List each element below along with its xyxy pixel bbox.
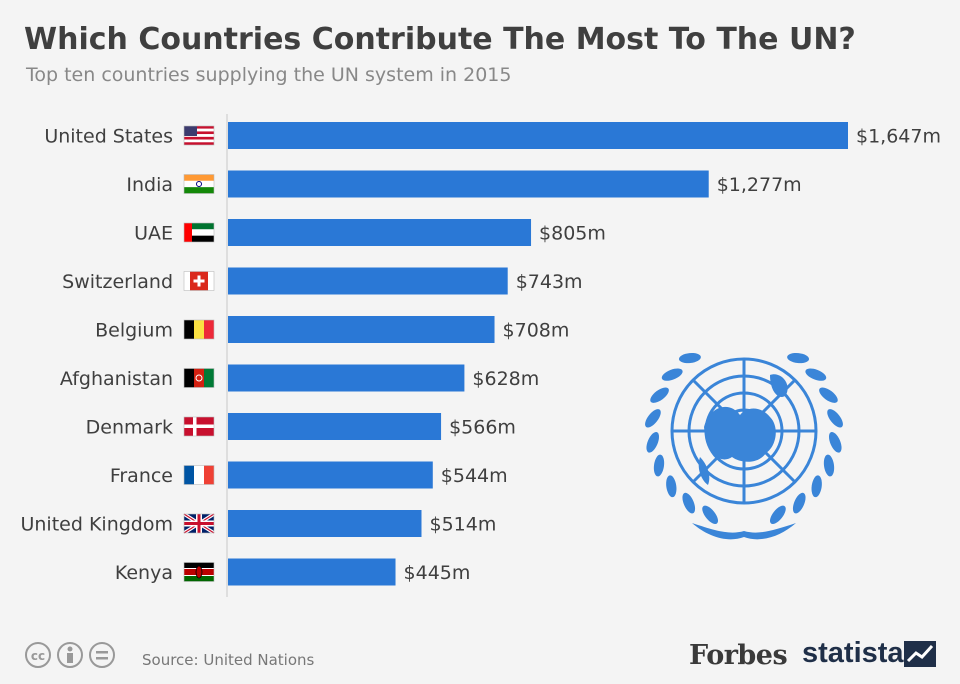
category-label: Belgium: [95, 320, 173, 342]
bar-row: India $1,277m: [126, 170, 802, 198]
bar-row: Afghanistan $628m: [60, 364, 539, 392]
bar-row: United Kingdom $514m: [20, 510, 496, 537]
flag-af-icon: [183, 368, 215, 388]
category-label: UAE: [134, 223, 173, 245]
bar: [228, 170, 709, 198]
cc-icon: cc: [25, 642, 51, 668]
category-label: India: [126, 174, 173, 196]
source-note: Source: United Nations: [142, 651, 315, 669]
flag-us-icon: [183, 125, 215, 146]
bar: [228, 267, 508, 295]
bar-row: Denmark $566m: [86, 413, 516, 440]
license-icons: cc: [25, 642, 115, 668]
category-label: France: [110, 465, 173, 487]
value-label: $708m: [503, 320, 570, 342]
bar-row: United States $1,647m: [44, 122, 941, 149]
flag-ch-icon: [183, 271, 215, 291]
forbes-logo: Forbes: [689, 640, 788, 671]
bar-row: UAE $805m: [134, 219, 606, 246]
bar: [228, 510, 422, 537]
bar-row: Kenya $445m: [115, 558, 471, 586]
flag-be-icon: [183, 319, 215, 340]
value-label: $514m: [429, 514, 496, 536]
value-label: $1,277m: [717, 174, 802, 196]
statista-logo: statista: [802, 637, 904, 669]
bar-chart: United States $1,647m India $1,277m UAE $805m…: [20, 114, 941, 597]
value-label: $743m: [516, 271, 583, 293]
flag-gb-icon: [183, 512, 215, 535]
category-label: Switzerland: [62, 271, 173, 293]
statista-logo-icon: [904, 641, 936, 667]
bar-row: Belgium $708m: [95, 316, 569, 343]
category-label: United Kingdom: [20, 514, 173, 536]
bar: [228, 558, 396, 586]
category-label: United States: [44, 126, 173, 148]
bar: [228, 316, 495, 343]
bar: [228, 413, 442, 440]
flag-dk-icon: [183, 416, 215, 437]
chart-title: Which Countries Contribute The Most To T…: [24, 22, 856, 57]
attribution-icon: [57, 642, 83, 668]
value-label: $566m: [449, 417, 516, 439]
no-derivatives-icon: [89, 642, 115, 668]
flag-in-icon: [183, 174, 215, 194]
category-label: Denmark: [86, 417, 173, 439]
bar: [228, 122, 848, 149]
value-label: $805m: [539, 223, 606, 245]
bar: [228, 364, 465, 392]
bar-row: France $544m: [110, 461, 508, 489]
value-label: $445m: [404, 562, 471, 584]
category-label: Kenya: [115, 562, 173, 584]
category-label: Afghanistan: [60, 368, 173, 390]
bar: [228, 219, 532, 246]
un-emblem-icon: [645, 352, 843, 540]
flag-fr-icon: [183, 465, 215, 485]
flag-ke-icon: [183, 562, 215, 582]
bar-row: Switzerland $743m: [62, 267, 583, 295]
chart-subtitle: Top ten countries supplying the UN syste…: [26, 64, 512, 86]
svg-text:cc: cc: [31, 649, 45, 663]
value-label: $544m: [441, 465, 508, 487]
value-label: $1,647m: [856, 126, 941, 148]
value-label: $628m: [472, 368, 539, 390]
flag-ae-icon: [183, 222, 215, 243]
bar: [228, 461, 433, 489]
